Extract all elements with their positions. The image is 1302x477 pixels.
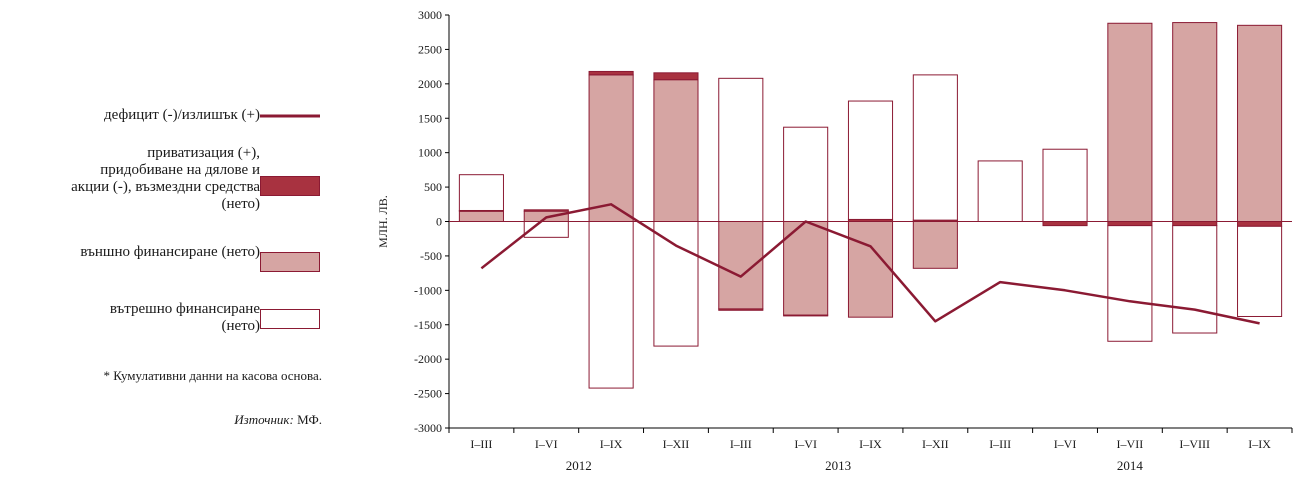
legend: дефицит (-)/излишък (+) приватизация (+)…: [0, 0, 340, 477]
bar-privatization: [718, 308, 764, 311]
note-source-value: МФ.: [297, 412, 322, 427]
y-tick-label: -1500: [414, 318, 442, 332]
legend-label-privatization: приватизация (+), придобиване на дялове …: [71, 145, 260, 212]
y-tick-label: 1000: [418, 146, 442, 160]
y-tick-label: 1500: [418, 111, 442, 125]
bar-external: [588, 74, 634, 223]
year-label: 2014: [1117, 458, 1144, 473]
bar-external: [912, 221, 958, 269]
y-tick-label: 500: [424, 180, 442, 194]
bar-internal: [1172, 225, 1218, 334]
y-tick-label: -3000: [414, 421, 442, 435]
x-tick-label: I–III: [470, 437, 492, 451]
legend-label-deficit: дефицит (-)/излишък (+): [104, 107, 260, 123]
bar-external: [718, 221, 764, 310]
x-tick-label: I–VII: [1117, 437, 1144, 451]
bar-internal: [847, 100, 894, 220]
bar-privatization: [1237, 221, 1283, 227]
bar-external: [1172, 22, 1218, 222]
bar-internal: [912, 74, 958, 221]
year-label: 2013: [825, 458, 851, 473]
x-tick-label: I–III: [989, 437, 1011, 451]
bar-external: [653, 79, 699, 222]
bar-internal: [1107, 225, 1153, 342]
x-tick-label: I–VI: [1054, 437, 1077, 451]
bar-internal: [458, 174, 504, 211]
bar-internal: [977, 160, 1023, 222]
legend-swatch-internal: [260, 309, 320, 329]
bar-privatization: [653, 72, 699, 81]
bar-internal: [718, 77, 764, 223]
bar-internal: [1237, 225, 1283, 317]
x-tick-label: I–IX: [859, 437, 882, 451]
x-tick-label: I–XII: [922, 437, 949, 451]
note-cumulative: * Кумулативни данни на касова основа.: [103, 368, 322, 383]
bar-external: [783, 221, 829, 316]
y-tick-label: 0: [436, 215, 442, 229]
bar-privatization: [588, 70, 634, 76]
x-tick-label: I–III: [730, 437, 752, 451]
bar-internal: [1042, 148, 1088, 223]
legend-label-internal: вътрешно финансиране (нето): [109, 301, 260, 334]
bar-privatization: [1042, 221, 1088, 227]
bar-external: [458, 210, 504, 223]
bar-external: [847, 221, 894, 318]
year-label: 2012: [566, 458, 592, 473]
y-axis-label: МЛН. ЛВ.: [376, 195, 390, 248]
legend-swatch-external: [260, 252, 320, 272]
x-tick-label: I–IX: [600, 437, 623, 451]
legend-swatch-privatization: [260, 176, 320, 196]
y-tick-label: -500: [420, 249, 442, 263]
y-tick-label: 3000: [418, 8, 442, 22]
note-source: Източник: МФ.: [234, 412, 322, 428]
y-tick-label: -2500: [414, 387, 442, 401]
y-tick-label: 2500: [418, 42, 442, 56]
x-tick-label: I–VIII: [1179, 437, 1210, 451]
bar-internal: [783, 126, 829, 222]
bar-privatization: [1107, 221, 1153, 227]
line-deficit-surplus: [480, 203, 1260, 325]
note-source-label: Източник:: [234, 412, 294, 427]
bar-internal: [588, 221, 634, 389]
y-tick-label: -2000: [414, 352, 442, 366]
legend-swatch-deficit: [260, 114, 320, 118]
x-tick-label: I–IX: [1248, 437, 1271, 451]
bar-privatization: [523, 209, 569, 212]
bar-internal: [653, 221, 699, 347]
legend-label-external: външно финансиране (нето): [80, 244, 260, 260]
y-tick-label: 2000: [418, 77, 442, 91]
financing-chart: -3000 -2500 -2000 -1500 -1000 -500 0 500 1000 150…: [376, 8, 1293, 473]
bar-external: [1107, 22, 1153, 223]
x-tick-label: I–XII: [663, 437, 690, 451]
x-tick-label: I–VI: [535, 437, 558, 451]
bar-privatization: [1172, 221, 1218, 227]
y-tick-label: -1000: [414, 283, 442, 297]
x-tick-label: I–VI: [794, 437, 817, 451]
bar-external: [1237, 24, 1283, 223]
bar-privatization: [783, 314, 829, 317]
